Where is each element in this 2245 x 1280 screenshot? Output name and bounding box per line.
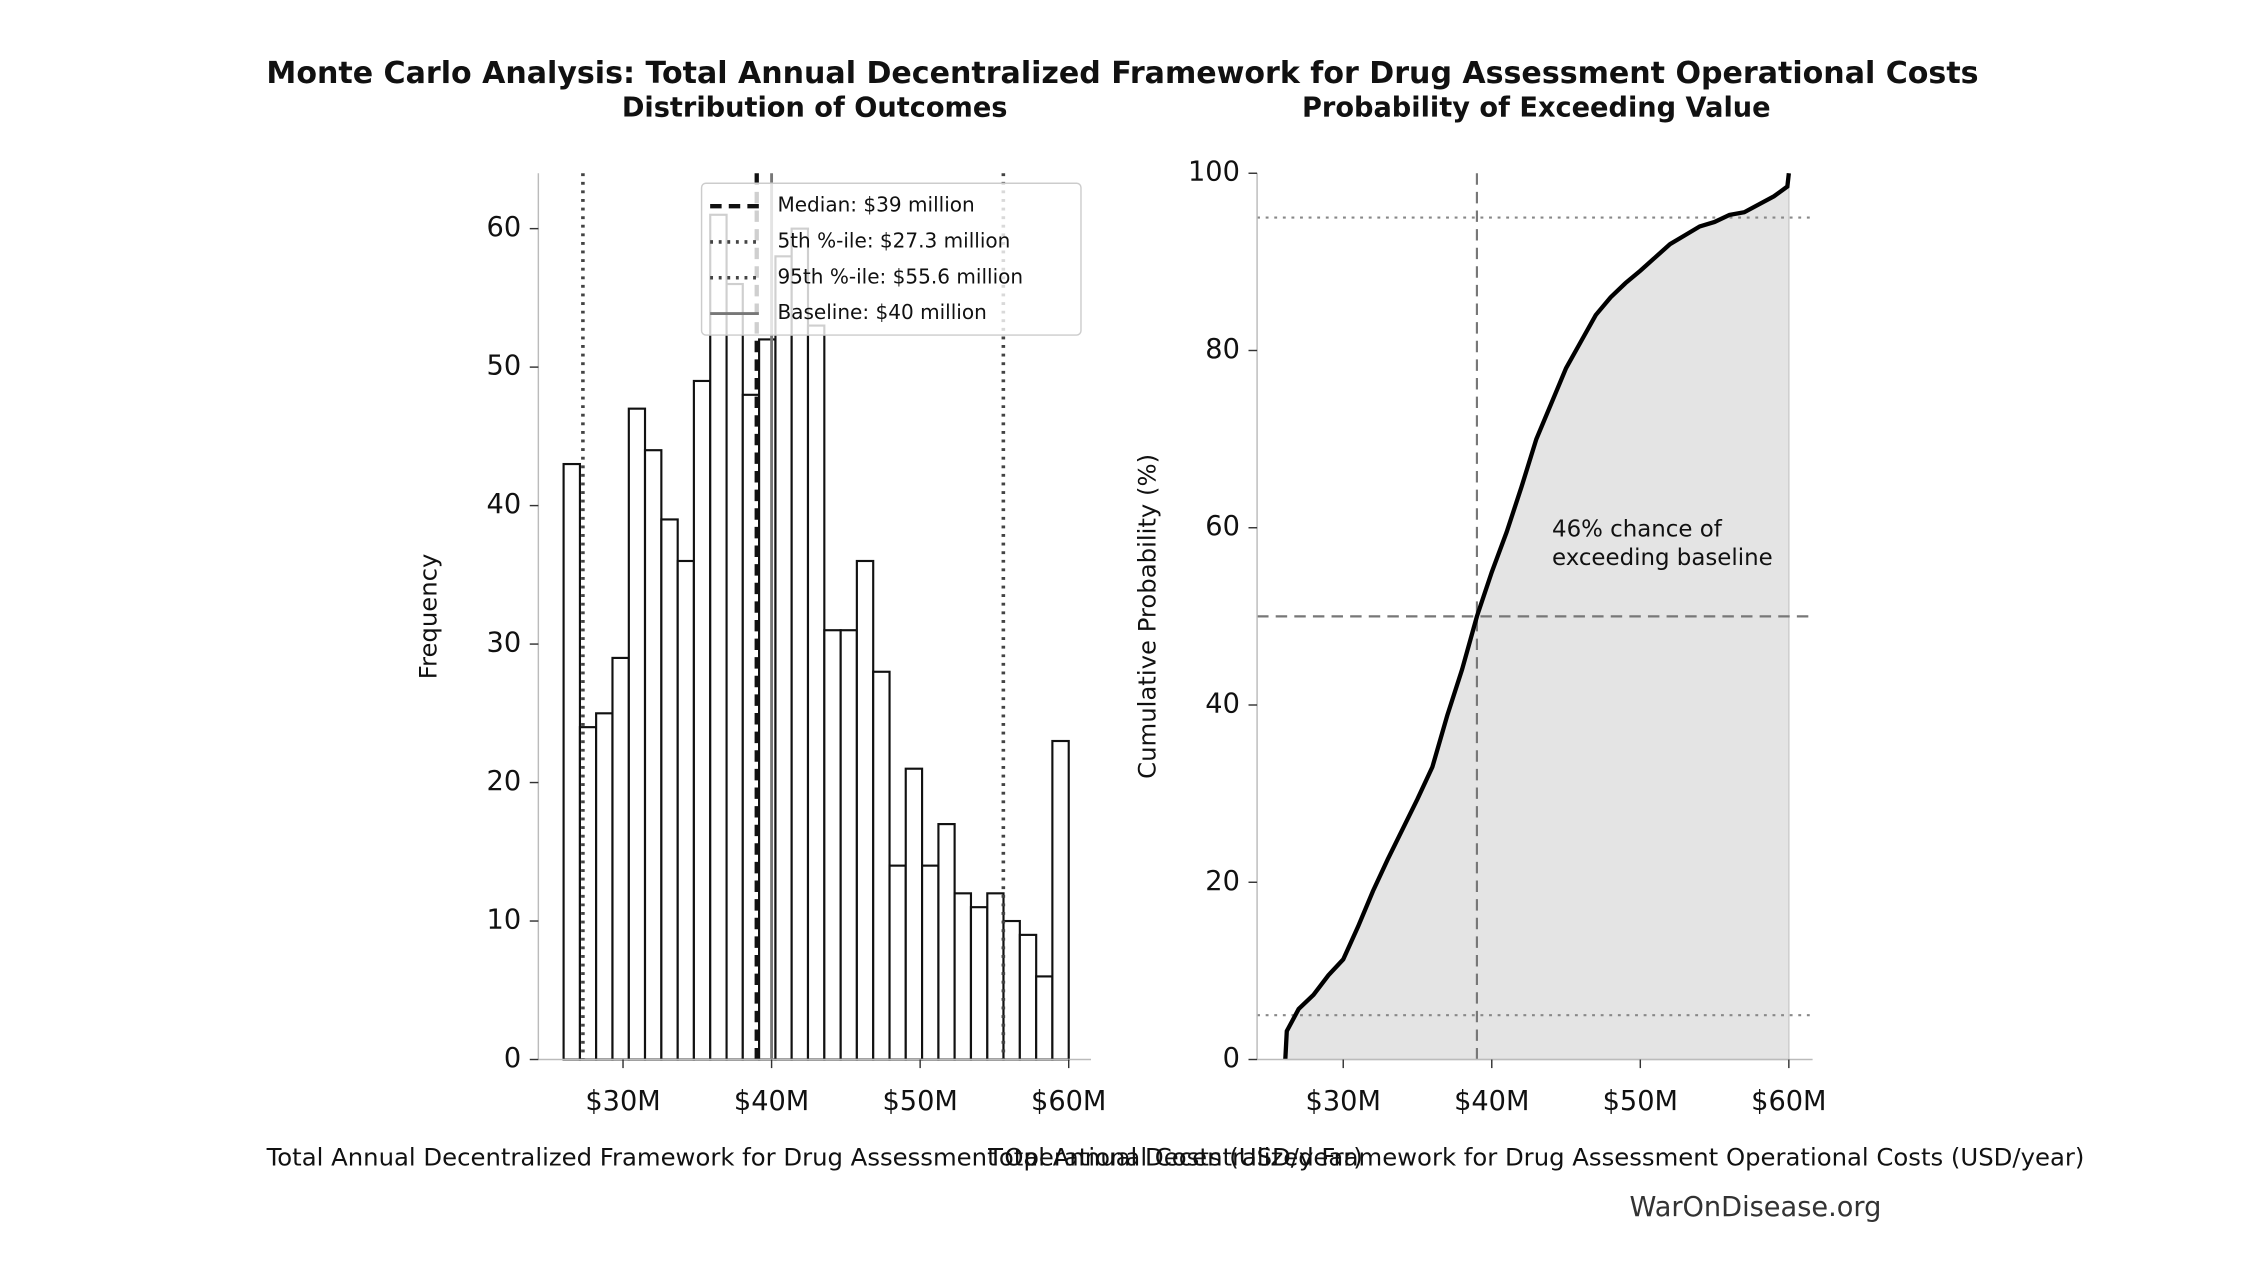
x-tick-label: $40M	[1454, 1086, 1529, 1117]
watermark: WarOnDisease.org	[1630, 1192, 1882, 1223]
y-axis-label: Frequency	[414, 554, 443, 680]
legend-label: 95th %-ile: $55.6 million	[777, 264, 1023, 288]
bar	[1051, 739, 1070, 1061]
x-axis-label: Total Annual Decentralized Framework for…	[987, 1142, 2084, 1171]
bar	[611, 656, 630, 1061]
cdf-line	[1283, 173, 1791, 1060]
y-axis-label: Cumulative Probability (%)	[1132, 454, 1161, 779]
x-tick-label: $60M	[1031, 1086, 1106, 1117]
bar	[855, 559, 875, 1061]
bar	[937, 823, 956, 1061]
y-tick-label: 100	[1188, 157, 1240, 188]
y-tick-label: 30	[487, 628, 522, 659]
bar	[790, 227, 810, 1061]
legend-label: Median: $39 million	[777, 193, 974, 217]
annotation: exceeding baseline	[1552, 545, 1773, 571]
bar	[595, 712, 614, 1061]
y-tick-label: 80	[1205, 334, 1240, 365]
bar	[969, 906, 989, 1061]
bar	[562, 462, 582, 1061]
y-tick-label: 50	[487, 351, 522, 382]
chart-title: Monte Carlo Analysis: Total Annual Decen…	[266, 56, 1978, 91]
bar	[953, 892, 973, 1061]
bar	[676, 559, 695, 1061]
y-tick-label: 20	[1205, 866, 1240, 897]
bar	[725, 282, 744, 1061]
legend-label: Baseline: $40 million	[777, 300, 986, 324]
bar	[921, 864, 940, 1061]
bar	[692, 379, 712, 1061]
x-tick-label: $30M	[585, 1086, 660, 1117]
bar	[627, 407, 647, 1061]
legend-label: 5th %-ile: $27.3 million	[777, 228, 1010, 252]
bar	[709, 213, 728, 1061]
bar	[643, 449, 663, 1061]
annotation: 46% chance of	[1552, 516, 1723, 542]
y-tick-label: 40	[1205, 689, 1240, 720]
x-tick-label: $40M	[734, 1086, 809, 1117]
bar	[839, 629, 858, 1061]
subtitle: Distribution of Outcomes	[622, 92, 1008, 123]
bar	[1002, 919, 1021, 1061]
subtitle: Probability of Exceeding Value	[1302, 92, 1771, 123]
y-tick-label: 60	[1205, 511, 1240, 542]
y-tick-label: 10	[487, 905, 522, 936]
x-tick-label: $50M	[1603, 1086, 1678, 1117]
bar	[823, 629, 842, 1061]
legend-box	[700, 182, 1082, 336]
bar	[904, 767, 924, 1061]
y-tick-label: 60	[487, 212, 522, 243]
y-tick-label: 40	[487, 489, 522, 520]
bar	[888, 864, 907, 1061]
x-tick-label: $60M	[1751, 1086, 1826, 1117]
y-tick-label: 20	[487, 766, 522, 797]
bar	[774, 255, 793, 1061]
bar	[660, 518, 679, 1061]
x-axis-label: Total Annual Decentralized Framework for…	[266, 1142, 1363, 1171]
bar	[1035, 975, 1054, 1061]
x-tick-label: $50M	[882, 1086, 957, 1117]
bar	[986, 892, 1005, 1061]
bar	[872, 670, 891, 1061]
bar	[1018, 933, 1038, 1061]
x-tick-label: $30M	[1306, 1086, 1381, 1117]
y-tick-label: 0	[1223, 1043, 1240, 1074]
bar	[806, 324, 826, 1061]
y-tick-label: 0	[504, 1043, 521, 1074]
